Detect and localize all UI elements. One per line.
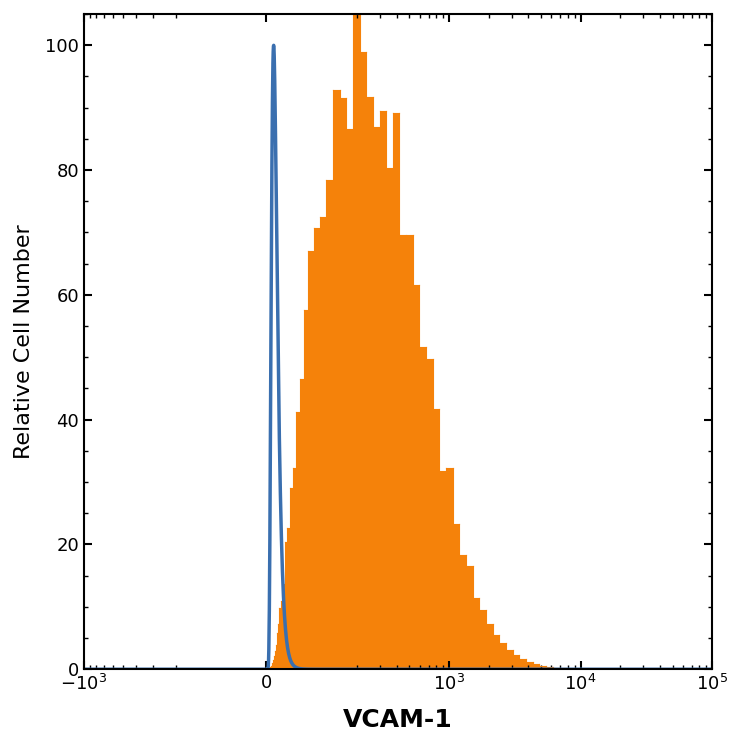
Y-axis label: Relative Cell Number: Relative Cell Number xyxy=(14,225,34,459)
X-axis label: VCAM-1: VCAM-1 xyxy=(343,708,453,732)
